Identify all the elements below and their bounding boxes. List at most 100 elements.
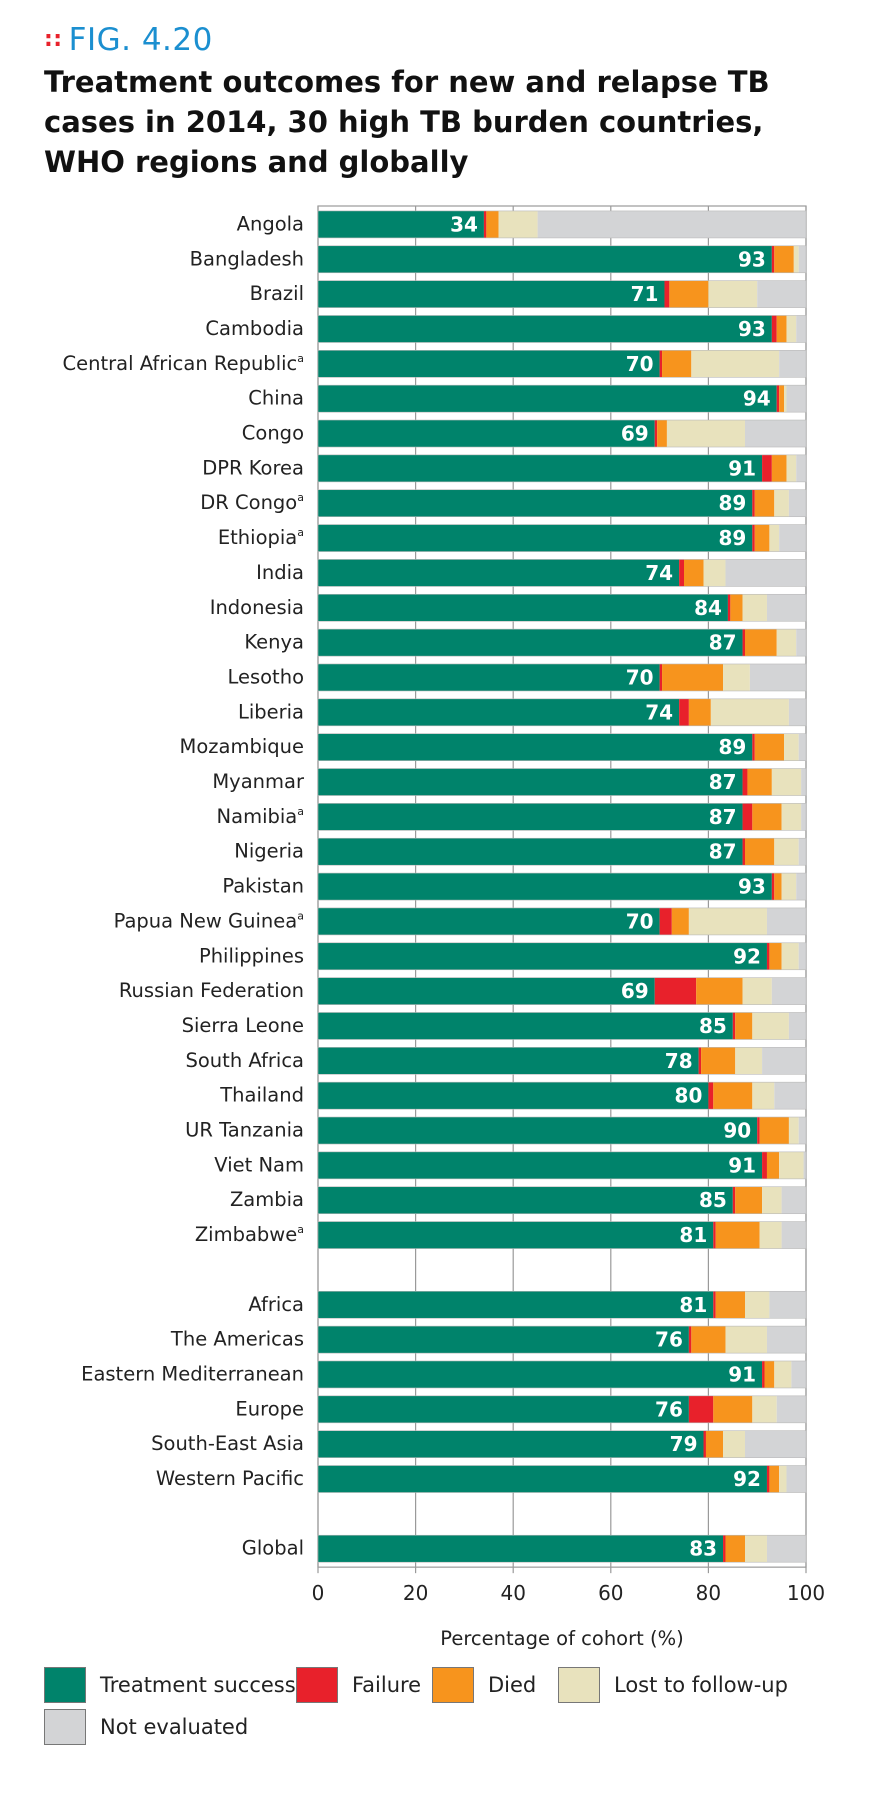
bar-segment-china-lost xyxy=(784,385,787,413)
bar-row-global: 83 xyxy=(317,1534,807,1563)
bar-segment-zambia-failure xyxy=(732,1186,736,1214)
bar-segment-viet-nam-not_evaluated xyxy=(803,1151,806,1179)
category-label-myanmar: Myanmar xyxy=(212,770,305,793)
category-label-south-east-asia: South-East Asia xyxy=(151,1432,304,1455)
category-label-western-pacific: Western Pacific xyxy=(156,1467,304,1490)
bar-outline-cambodia xyxy=(317,315,807,343)
bar-segment-western-pacific-lost xyxy=(779,1465,787,1493)
bar-segment-papua-new-guinea-died xyxy=(671,907,689,935)
category-label-sierra-leone: Sierra Leone xyxy=(182,1014,304,1037)
bar-segment-thailand-failure xyxy=(708,1082,714,1110)
bar-segment-brazil-not_evaluated xyxy=(757,280,806,308)
bar-outline-ethiopia xyxy=(317,524,807,552)
bar-segment-nigeria-success xyxy=(318,838,743,866)
bar-segment-central-african-republic-died xyxy=(662,350,692,378)
bar-segment-eastern-mediterranean-died xyxy=(764,1360,775,1388)
bar-segment-global-success xyxy=(318,1535,724,1563)
tick-label-80: 80 xyxy=(696,1581,721,1605)
bar-outline-the-americas xyxy=(317,1325,807,1354)
bar-segment-zambia-not_evaluated xyxy=(781,1186,806,1214)
category-label-thailand: Thailand xyxy=(219,1084,304,1107)
bar-segment-dr-congo-lost xyxy=(774,489,789,517)
legend-item-not-evaluated: Not evaluated xyxy=(44,1709,248,1745)
bar-segment-the-americas-died xyxy=(691,1326,726,1354)
bar-outline-viet-nam xyxy=(317,1151,807,1180)
bar-row-eastern-mediterranean: 91 xyxy=(317,1360,807,1389)
bar-segment-south-east-asia-lost xyxy=(723,1430,745,1458)
data-label-mozambique: 89 xyxy=(718,735,746,759)
bar-segment-the-americas-failure xyxy=(688,1326,692,1354)
data-label-viet-nam: 91 xyxy=(728,1153,756,1177)
legend-label-failure: Failure xyxy=(352,1673,422,1697)
bar-row-ethiopia: 89 xyxy=(317,524,807,552)
bar-outline-thailand xyxy=(317,1081,807,1110)
data-label-eastern-mediterranean: 91 xyxy=(728,1362,756,1386)
bar-segment-zimbabwe-lost xyxy=(759,1221,782,1249)
bar-segment-europe-lost xyxy=(752,1395,777,1423)
data-label-myanmar: 87 xyxy=(709,770,737,794)
category-label-brazil: Brazil xyxy=(250,282,304,305)
legend-item-treatment-success: Treatment success xyxy=(44,1667,296,1703)
bar-outline-angola xyxy=(317,210,807,239)
data-label-central-african-republic: 70 xyxy=(626,352,654,376)
bar-segment-papua-new-guinea-failure xyxy=(659,907,672,935)
category-label-philippines: Philippines xyxy=(199,944,304,967)
bar-segment-cambodia-not_evaluated xyxy=(796,315,806,343)
category-label-namibia: Namibiaa xyxy=(217,805,304,828)
bar-row-indonesia: 84 xyxy=(317,593,807,622)
bar-segment-mozambique-failure xyxy=(752,733,755,761)
bar-segment-africa-failure xyxy=(713,1291,716,1319)
data-label-thailand: 80 xyxy=(675,1084,703,1108)
bar-segment-sierra-leone-lost xyxy=(752,1012,789,1040)
chart-title: Treatment outcomes for new and relapse T… xyxy=(44,65,770,179)
bar-segment-europe-failure xyxy=(688,1395,714,1423)
category-label-nigeria: Nigeria xyxy=(234,840,304,863)
bar-segment-the-americas-lost xyxy=(725,1326,767,1354)
category-label-dpr-korea: DPR Korea xyxy=(202,456,304,479)
bar-segment-philippines-success xyxy=(318,942,767,970)
bar-segment-dpr-korea-failure xyxy=(762,454,772,482)
bar-segment-sierra-leone-not_evaluated xyxy=(788,1012,806,1040)
data-label-namibia: 87 xyxy=(709,805,737,829)
data-label-south-east-asia: 79 xyxy=(670,1432,698,1456)
bar-segment-africa-not_evaluated xyxy=(769,1291,806,1319)
category-label-zambia: Zambia xyxy=(230,1188,304,1211)
bar-segment-ur-tanzania-success xyxy=(318,1117,758,1145)
bar-outline-lesotho xyxy=(317,663,807,692)
data-label-europe: 76 xyxy=(655,1397,683,1421)
bar-row-liberia: 74 xyxy=(317,698,807,727)
bar-segment-dr-congo-died xyxy=(754,489,775,517)
bar-segment-south-east-asia-not_evaluated xyxy=(745,1430,806,1458)
bar-segment-zimbabwe-died xyxy=(715,1221,760,1249)
bar-segment-ethiopia-lost xyxy=(769,524,780,552)
bar-segment-europe-died xyxy=(713,1395,753,1423)
bar-segment-western-pacific-success xyxy=(318,1465,767,1493)
bar-segment-central-african-republic-failure xyxy=(659,350,663,378)
data-label-papua-new-guinea: 70 xyxy=(626,909,654,933)
bar-row-south-east-asia: 79 xyxy=(317,1430,807,1458)
bar-segment-viet-nam-lost xyxy=(779,1151,804,1179)
bar-segment-lesotho-died xyxy=(662,663,724,691)
bar-outline-central-african-republic xyxy=(317,350,807,378)
category-label-the-americas: The Americas xyxy=(170,1328,304,1351)
bar-outline-mozambique xyxy=(317,733,807,761)
bar-segment-south-east-asia-success xyxy=(318,1430,704,1458)
bar-segment-global-lost xyxy=(745,1535,767,1563)
bar-segment-russian-federation-lost xyxy=(742,977,772,1005)
category-label-eastern-mediterranean: Eastern Mediterranean xyxy=(81,1362,304,1385)
bar-outline-india xyxy=(317,559,807,587)
data-label-western-pacific: 92 xyxy=(733,1467,761,1491)
bar-segment-lesotho-failure xyxy=(659,663,663,691)
bar-outline-liberia xyxy=(317,698,807,727)
bar-segment-ur-tanzania-failure xyxy=(757,1117,760,1145)
bar-segment-ethiopia-success xyxy=(318,524,753,552)
bar-segment-mozambique-not_evaluated xyxy=(798,733,806,761)
figure-label: :: FIG. 4.20 xyxy=(44,22,213,58)
data-label-zambia: 85 xyxy=(699,1188,727,1212)
bar-segment-pakistan-success xyxy=(318,873,772,901)
legend-label-lost: Lost to follow-up xyxy=(614,1673,788,1697)
bar-segment-eastern-mediterranean-success xyxy=(318,1360,763,1388)
category-label-viet-nam: Viet Nam xyxy=(214,1153,304,1176)
bar-segment-zambia-success xyxy=(318,1186,733,1214)
bar-segment-mozambique-lost xyxy=(784,733,799,761)
